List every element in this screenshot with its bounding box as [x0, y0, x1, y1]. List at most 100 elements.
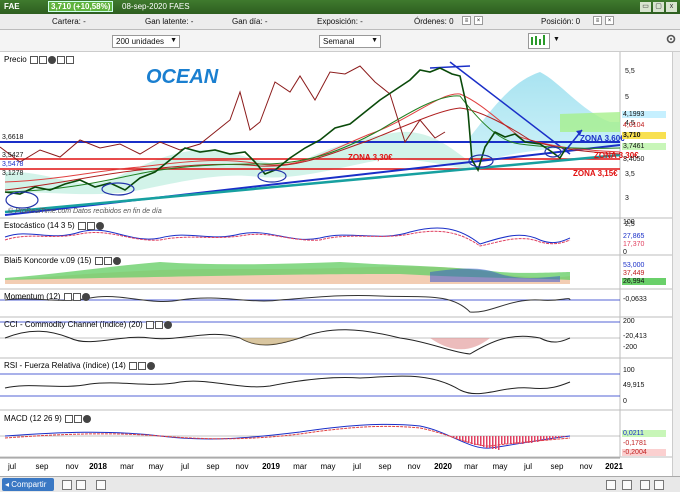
macd-hist-bar: [492, 436, 494, 449]
wrench-icon[interactable]: [65, 414, 74, 423]
macd-hist-bar: [543, 436, 545, 441]
momentum-label: Momentum (12): [4, 292, 90, 301]
sto-top-label: 100: [623, 219, 635, 226]
time-axis-tick: 2020: [434, 462, 452, 471]
data-credit: © ProRealTime.com Datos recibidos en fin…: [8, 208, 162, 215]
kon-value-b: 37,449: [623, 270, 645, 277]
window-icon[interactable]: [154, 320, 163, 329]
settings-gear-icon[interactable]: [666, 34, 676, 44]
price-change-badge: 3,710 (+10,58%): [48, 1, 114, 12]
window-icon[interactable]: [38, 55, 47, 64]
window-icon[interactable]: [86, 221, 95, 230]
scroll-left-icon[interactable]: [640, 480, 650, 490]
macd-hist-bar: [489, 436, 491, 448]
share-button[interactable]: ◂ Compartir: [2, 478, 54, 491]
macd-hist-bar: [552, 436, 554, 439]
close-icon[interactable]: x: [666, 2, 677, 12]
time-axis-tick: sep: [551, 462, 564, 471]
macd-panel: [0, 423, 620, 450]
posicion-list-icon[interactable]: ≡: [593, 16, 602, 25]
wrench-icon[interactable]: [29, 55, 38, 64]
macd-hist-bar: [534, 436, 536, 442]
panel-expand-icon[interactable]: [65, 55, 74, 64]
gan-latente-label: Gan latente: -: [145, 17, 194, 26]
close-panel-icon[interactable]: [147, 361, 156, 370]
wrench-icon[interactable]: [63, 292, 72, 301]
close-panel-icon[interactable]: [163, 320, 172, 329]
cci-label: CCI - Commodity Channel (índice) (20): [4, 320, 172, 329]
panel-settings-icon[interactable]: [56, 55, 65, 64]
wrench-icon[interactable]: [77, 221, 86, 230]
macd-hist-bar: [537, 436, 539, 442]
time-axis-tick: sep: [207, 462, 220, 471]
time-axis-tick: mar: [464, 462, 478, 471]
bottom-toolbar: ◂ Compartir: [0, 476, 680, 492]
time-axis-tick: 2019: [262, 462, 280, 471]
minimize-icon[interactable]: ▭: [640, 2, 651, 12]
macd-hist-bar: [558, 436, 560, 438]
chart-icon[interactable]: [62, 480, 72, 490]
macd-hist-bar: [462, 436, 464, 441]
wrench-icon[interactable]: [129, 361, 138, 370]
time-axis-tick: jul: [352, 462, 361, 471]
macd-hist-bar: [486, 436, 488, 448]
macd-hist-bar: [468, 436, 470, 443]
macd-hist-bar: [531, 436, 533, 443]
exposicion-label: Exposición: -: [317, 17, 363, 26]
chart-type-chevron-icon[interactable]: ▼: [553, 36, 560, 43]
macd-hist-bar: [510, 436, 512, 444]
close-panel-icon[interactable]: [95, 221, 104, 230]
time-axis-tick: nov: [580, 462, 593, 471]
scroll-right-icon[interactable]: [654, 480, 664, 490]
koncorde-panel: [5, 262, 570, 284]
order-bar: Cartera: - Gan latente: - Gan día: - Exp…: [0, 14, 680, 30]
cci-bottom-label: -200: [623, 344, 638, 351]
macd-hist-bar: [504, 436, 506, 444]
ordenes-list-icon[interactable]: ≡: [462, 16, 471, 25]
window-icon[interactable]: [72, 292, 81, 301]
vertical-scrollbar[interactable]: [672, 52, 680, 476]
price-axis-tick: 3,5: [625, 171, 635, 178]
period-value: Semanal: [323, 37, 355, 46]
wrench-icon[interactable]: [94, 256, 103, 265]
chart-area[interactable]: jul sep nov 2018 mar may jul sep nov 2019 mar may ju…: [0, 52, 672, 476]
print-icon[interactable]: [96, 480, 106, 490]
price-tag-1: 4,1993: [622, 111, 666, 118]
macd-hist-bar: [474, 436, 476, 445]
grid-icon[interactable]: [76, 480, 86, 490]
zona-330-left-label: ZONA 3,30€: [348, 153, 393, 162]
time-axis-tick: may: [492, 462, 507, 471]
chart-type-icon[interactable]: [528, 33, 550, 49]
momentum-panel: [0, 294, 620, 313]
posicion-label: Posición: 0: [541, 17, 581, 26]
window-icon[interactable]: [138, 361, 147, 370]
window-icon[interactable]: [103, 256, 112, 265]
posicion-close-icon[interactable]: ×: [605, 16, 614, 25]
rsi-label: RSI - Fuerza Relativa (índice) (14): [4, 361, 156, 370]
maximize-icon[interactable]: ▢: [653, 2, 664, 12]
ocean-annotation: OCEAN: [146, 66, 219, 88]
close-panel-icon[interactable]: [47, 55, 56, 64]
time-axis-tick: jul: [523, 462, 532, 471]
macd-value-b: -0,1781: [623, 440, 647, 447]
units-select[interactable]: 200 unidades ▼: [112, 35, 180, 48]
window-titlebar: FAE 3,710 (+10,58%) 08-sep-2020 FAES ▭ ▢…: [0, 0, 680, 14]
close-panel-icon[interactable]: [83, 414, 92, 423]
zoom-out-icon[interactable]: [606, 480, 616, 490]
symbol-label: FAE: [4, 2, 20, 11]
close-panel-icon[interactable]: [112, 256, 121, 265]
zoom-in-icon[interactable]: [622, 480, 632, 490]
close-panel-icon[interactable]: [81, 292, 90, 301]
macd-hist-bar: [498, 436, 500, 450]
macd-hist-bar: [555, 436, 557, 438]
time-axis-tick: nov: [66, 462, 79, 471]
cartera-label: Cartera: -: [52, 17, 86, 26]
macd-hist-bar: [471, 436, 473, 444]
time-axis-tick: mar: [293, 462, 307, 471]
ordenes-close-icon[interactable]: ×: [474, 16, 483, 25]
level-label-3: 3,5478: [2, 161, 24, 168]
window-icon[interactable]: [74, 414, 83, 423]
period-select[interactable]: Semanal ▼: [319, 35, 381, 48]
wrench-icon[interactable]: [145, 320, 154, 329]
